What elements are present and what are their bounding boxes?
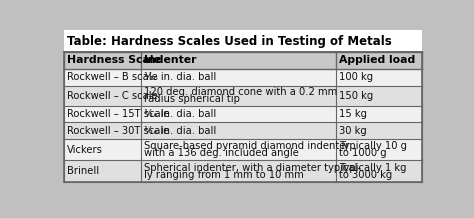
Bar — [64, 139, 422, 160]
Text: Square-based pyramid diamond indenter: Square-based pyramid diamond indenter — [144, 141, 349, 151]
Bar — [64, 85, 422, 106]
Text: Typically 1 kg: Typically 1 kg — [339, 163, 407, 173]
Text: Brinell: Brinell — [66, 166, 99, 176]
Bar — [64, 69, 422, 85]
Text: to 1000 g: to 1000 g — [339, 148, 387, 158]
Bar — [64, 106, 422, 122]
Text: 30 kg: 30 kg — [339, 126, 367, 136]
Text: Rockwell – 30T scale: Rockwell – 30T scale — [66, 126, 169, 136]
Text: Table: Hardness Scales Used in Testing of Metals: Table: Hardness Scales Used in Testing o… — [66, 35, 392, 48]
Text: radius spherical tip: radius spherical tip — [144, 94, 239, 104]
Bar — [64, 122, 422, 139]
Text: Applied load: Applied load — [339, 56, 415, 65]
Text: 100 kg: 100 kg — [339, 72, 373, 82]
Text: Rockwell – 15T scale: Rockwell – 15T scale — [66, 109, 169, 119]
Bar — [64, 30, 422, 52]
Text: to 3000 kg: to 3000 kg — [339, 170, 392, 180]
Bar — [64, 52, 422, 69]
Text: Spherical indenter, with a diameter typical-: Spherical indenter, with a diameter typi… — [144, 163, 361, 173]
Text: Rockwell – C scale: Rockwell – C scale — [66, 91, 157, 101]
Text: ¹⁄₁₆ in. dia. ball: ¹⁄₁₆ in. dia. ball — [144, 126, 216, 136]
Text: 120 deg. diamond cone with a 0.2 mm: 120 deg. diamond cone with a 0.2 mm — [144, 87, 337, 97]
Text: Hardness Scale: Hardness Scale — [66, 56, 161, 65]
Text: Vickers: Vickers — [66, 145, 102, 155]
Text: 15 kg: 15 kg — [339, 109, 367, 119]
Text: ¹⁄₁₆ in. dia. ball: ¹⁄₁₆ in. dia. ball — [144, 109, 216, 119]
Text: Typically 10 g: Typically 10 g — [339, 141, 407, 151]
Text: ¹⁄₁₆ in. dia. ball: ¹⁄₁₆ in. dia. ball — [144, 72, 216, 82]
Bar — [64, 160, 422, 182]
Text: Indenter: Indenter — [144, 56, 196, 65]
Text: Rockwell – B scale: Rockwell – B scale — [66, 72, 157, 82]
Bar — [64, 52, 422, 182]
Text: 150 kg: 150 kg — [339, 91, 374, 101]
Text: with a 136 deg. included angle: with a 136 deg. included angle — [144, 148, 299, 158]
Text: ly ranging from 1 mm to 10 mm: ly ranging from 1 mm to 10 mm — [144, 170, 303, 180]
